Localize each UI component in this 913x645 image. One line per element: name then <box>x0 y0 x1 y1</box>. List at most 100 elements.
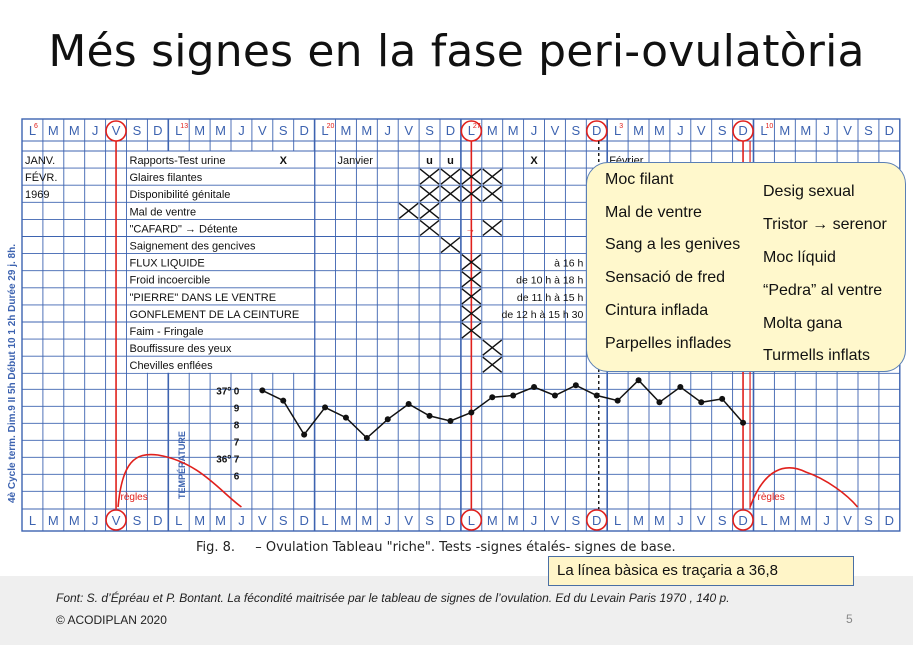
callout-item: Parpelles inflades <box>605 335 732 352</box>
day-letter-bottom: L <box>468 513 475 528</box>
day-letter-bottom: M <box>194 513 205 528</box>
cross-mark <box>419 168 440 185</box>
temperature-point <box>447 418 454 424</box>
date-row-label: FÉVR. <box>25 171 57 184</box>
cross-mark <box>461 305 482 322</box>
time-note: de 12 h à 15 h 30 <box>502 309 584 321</box>
day-letter-bottom: S <box>864 513 873 528</box>
temperature-point <box>593 392 600 399</box>
day-letter-bottom: V <box>697 513 706 528</box>
temperature-point <box>322 404 329 411</box>
cross-mark <box>440 185 461 202</box>
menstruation-curve <box>749 467 859 508</box>
temperature-point <box>551 392 558 399</box>
day-letter-top: L <box>29 123 36 138</box>
day-letter-top: M <box>194 123 205 138</box>
day-letter-bottom: S <box>572 513 581 528</box>
callout-item: Sensació de fred <box>605 269 726 286</box>
month-label: Janvier <box>338 155 374 167</box>
sign-row-label: Glaires filantes <box>130 172 203 184</box>
day-letter-top: M <box>69 123 80 138</box>
day-letter-top: M <box>341 123 352 138</box>
day-letter-bottom: V <box>258 513 267 528</box>
day-letter-top: D <box>885 123 894 138</box>
callout-item: Moc líquid <box>763 249 836 266</box>
figure-caption: Fig. 8. – Ovulation Tableau "riche". Tes… <box>196 540 676 555</box>
day-letter-top: L <box>614 123 621 138</box>
day-letter-bottom: J <box>823 513 830 528</box>
temperature-point <box>719 395 726 402</box>
temperature-tick: 36º 7 <box>216 454 240 465</box>
temperature-point <box>363 435 370 441</box>
day-letter-top: L <box>760 123 767 138</box>
day-letter-top: D <box>153 123 162 138</box>
day-letter-top: V <box>697 123 706 138</box>
temperature-point <box>280 397 287 404</box>
page-number: 5 <box>846 612 853 626</box>
cell-mark: X <box>280 155 288 167</box>
day-letter-top: V <box>258 123 267 138</box>
temperature-point <box>677 384 684 390</box>
day-letter-top: S <box>718 123 727 138</box>
day-letter-bottom: D <box>738 513 747 528</box>
date-superscript: 13 <box>180 123 188 130</box>
day-letter-top: J <box>823 123 830 138</box>
day-letter-top: L <box>175 123 182 138</box>
day-letter-bottom: S <box>718 513 727 528</box>
cross-mark <box>461 322 482 339</box>
circled-day-bottom <box>732 509 754 531</box>
sign-label-area <box>127 151 315 373</box>
cell-mark: u <box>447 155 454 167</box>
date-superscript: 10 <box>766 123 774 130</box>
day-letter-top: J <box>385 123 392 138</box>
time-note: de 10 h à 18 h <box>516 275 583 287</box>
day-letter-top: J <box>238 123 245 138</box>
cross-mark <box>419 185 440 202</box>
callout-item: “Pedra” al ventre <box>763 282 883 299</box>
temperature-tick: 6 <box>234 471 240 482</box>
cross-mark <box>482 339 503 356</box>
sign-row-label: FLUX LIQUIDE <box>130 258 205 270</box>
sign-row-label: GONFLEMENT DE LA CEINTURE <box>130 309 300 321</box>
sign-row-label: "PIERRE" DANS LE VENTRE <box>130 292 277 304</box>
day-letter-top: D <box>446 123 455 138</box>
temperature-tick: 7 <box>234 437 240 448</box>
day-letter-top: D <box>299 123 308 138</box>
callout-item: Mal de ventre <box>605 204 702 221</box>
day-letter-top: M <box>487 123 498 138</box>
figure-number: Fig. 8. <box>196 540 236 555</box>
temperature-point <box>426 412 433 419</box>
day-letter-bottom: L <box>321 513 328 528</box>
day-letter-bottom: J <box>531 513 538 528</box>
circled-day-bottom <box>460 509 483 531</box>
callout-item: Moc filant <box>605 171 674 188</box>
circled-day-bottom <box>585 509 608 531</box>
day-letter-top: M <box>508 123 519 138</box>
day-letter-bottom: S <box>133 513 142 528</box>
callout-item: Cintura inflada <box>605 302 709 319</box>
day-letter-top: M <box>361 123 372 138</box>
date-superscript: 27 <box>473 123 481 130</box>
callout-item: Molta gana <box>763 315 843 332</box>
callout-item: Desig sexual <box>763 183 855 200</box>
cross-mark <box>419 219 440 237</box>
cross-mark <box>461 271 482 288</box>
temperature-point <box>489 394 496 401</box>
day-letter-top: S <box>572 123 581 138</box>
day-letter-bottom: M <box>361 513 372 528</box>
day-letter-top: L <box>321 123 328 138</box>
day-letter-top: J <box>531 123 538 138</box>
baseline-note: La línea bàsica es traçaria a 36,8 <box>548 556 854 586</box>
day-letter-bottom: M <box>215 513 226 528</box>
temperature-point <box>656 399 663 406</box>
circled-day-bottom <box>105 509 127 531</box>
day-letter-top: M <box>654 123 665 138</box>
sign-row-label: Bouffissure des yeux <box>130 343 232 355</box>
sign-row-label: Saignement des gencives <box>130 241 256 253</box>
temperature-point <box>698 399 705 406</box>
signs-callout: Moc filant Mal de ventre Sang a les geni… <box>586 162 906 372</box>
source-citation: Font: S. d’Épréau et P. Bontant. La féco… <box>56 591 730 605</box>
menstruation-curve <box>117 453 242 508</box>
day-letter-bottom: M <box>508 513 519 528</box>
day-letter-bottom: V <box>843 513 852 528</box>
